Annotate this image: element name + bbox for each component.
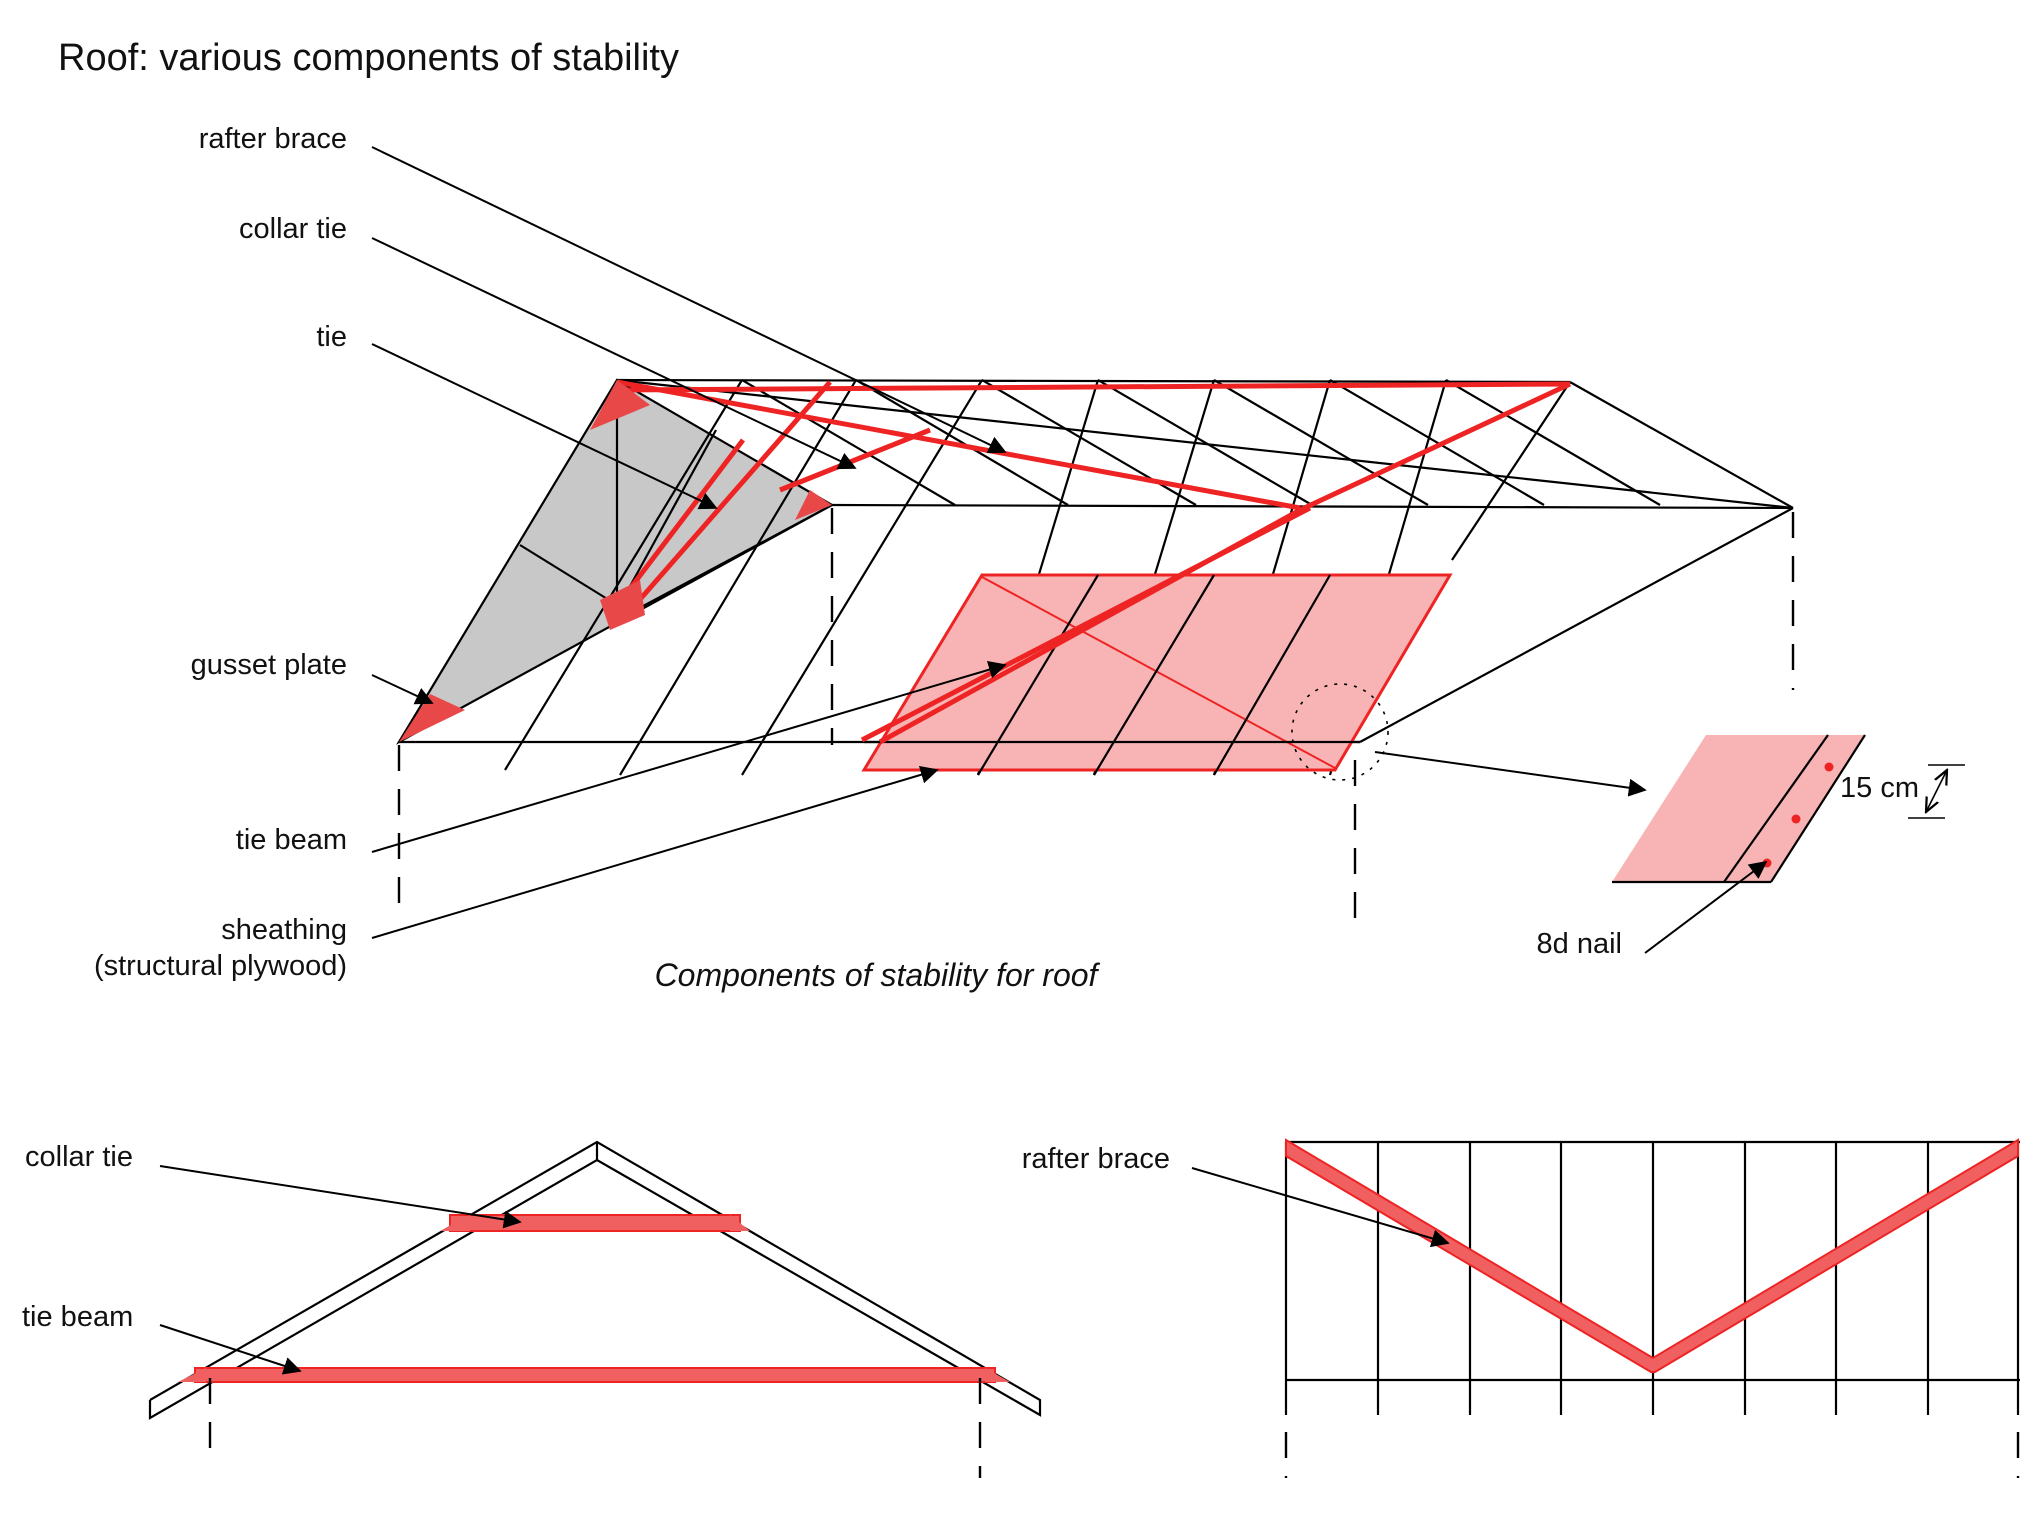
label-collar-tie: collar tie [239,213,347,245]
leader-nail-detail [1374,751,1647,797]
tie [620,380,832,622]
tie-beam-end [985,1368,1010,1382]
back-rafter [1213,379,1429,506]
label-tie-beam: tie beam [236,824,347,856]
elevation-rafters [1284,1142,2020,1415]
elevation-label-rafter-brace: rafter brace [1022,1143,1170,1175]
gable-diagonal [616,504,833,621]
label-tie: tie [316,321,347,353]
back-rafter [1445,379,1661,506]
gable-end-panel [395,378,835,745]
brace-elevation: rafter brace [1022,1138,2020,1478]
nail-dot [1791,814,1801,824]
truss-label-tie-beam: tie beam [22,1301,133,1333]
detail-right-edge [1770,734,1866,883]
back-rafter [981,379,1197,506]
nail-label: 8d nail [1537,928,1622,960]
rafter [1451,381,1571,561]
rafter [741,379,983,776]
main-caption: Components of stability for roof [655,957,1101,993]
gusset-plate [399,694,465,742]
dimension-line [1926,770,1947,812]
leader-sheathing [371,765,939,939]
truss-label-collar-tie: collar tie [25,1141,133,1173]
leader-tie [371,343,718,510]
collar-tie [616,381,1571,393]
label-sheathing-detail: (structural plywood) [94,950,347,982]
leader-rafter-brace [371,146,1007,454]
truss-section: collar tie tie beam [22,1140,1042,1478]
sheathing-diagonal [981,576,1336,769]
leader-truss-collar-tie [159,1165,522,1229]
rafter [619,379,857,776]
leader-truss-tie-beam [159,1324,302,1375]
collar-tie-end [730,1215,750,1231]
leader-elevation-rafter-brace [1191,1167,1450,1248]
label-rafter-brace: rafter brace [199,123,347,155]
rafter [504,379,743,771]
rafter-brace [616,379,1301,511]
leader-nail [1644,860,1768,954]
collar-tie [779,427,931,493]
nail-spacing-label: 15 cm [1840,772,1919,804]
main-leaders [371,146,1647,939]
back-rafter [1097,379,1313,506]
figure-title: Roof: various components of stability [58,37,679,79]
rafter-brace-upper [1298,381,1572,513]
nail-detail-callout-circle [1291,683,1389,781]
back-rafter [1329,379,1545,506]
gable-web [519,544,618,606]
gusset-plate [795,490,832,520]
elevation-rafter-brace [1285,1138,2019,1373]
ridge-back-line [616,378,1571,384]
nail-dot [1824,762,1834,772]
collar-tie-end [440,1215,470,1231]
detail-rafter-line [1723,734,1829,883]
far-gable-edge [1359,507,1794,743]
leader-tie-beam [371,660,1007,853]
gusset-plate [590,380,650,430]
isometric-roof [395,378,1795,930]
back-rafter [855,379,1069,506]
back-rafter [741,379,956,506]
label-sheathing: sheathing [221,914,347,946]
main-labels: rafter brace collar tie tie gusset plate… [94,123,347,982]
label-gusset-plate: gusset plate [191,649,347,681]
truss-tie-beam [194,1367,996,1383]
tie-beam-end [178,1368,206,1382]
rafter-brace-lower [878,507,1302,745]
gusset-plate [600,580,645,630]
nail-detail: 15 cm 8d nail [1537,734,1965,960]
back-rafter [1569,381,1794,509]
leader-collar-tie [371,237,857,470]
leader-gusset-plate [371,674,434,705]
